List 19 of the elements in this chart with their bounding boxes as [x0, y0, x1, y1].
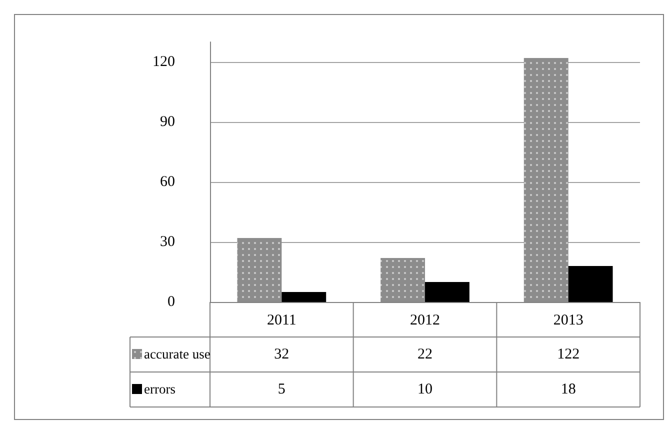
x-tick-label: 2013	[553, 312, 584, 328]
bar	[568, 266, 613, 302]
y-tick-label: 90	[160, 114, 175, 130]
x-tick-label: 2011	[266, 312, 296, 328]
data-label: 32	[274, 346, 290, 362]
y-tick-label: 120	[152, 54, 175, 70]
bar	[282, 292, 326, 302]
data-label: 10	[418, 382, 432, 398]
y-tick-label: 30	[160, 234, 175, 250]
x-tick-label: 2012	[410, 312, 440, 328]
data-label: 18	[560, 382, 576, 398]
legend-label: accurate use	[144, 346, 210, 362]
data-label: 122	[557, 346, 580, 362]
y-tick-label: 60	[160, 174, 175, 190]
y-tick-label: 0	[168, 294, 175, 310]
data-label: 5	[278, 382, 286, 398]
data-label: 22	[418, 346, 432, 362]
legend-label: errors	[144, 382, 176, 396]
bar	[425, 282, 470, 302]
